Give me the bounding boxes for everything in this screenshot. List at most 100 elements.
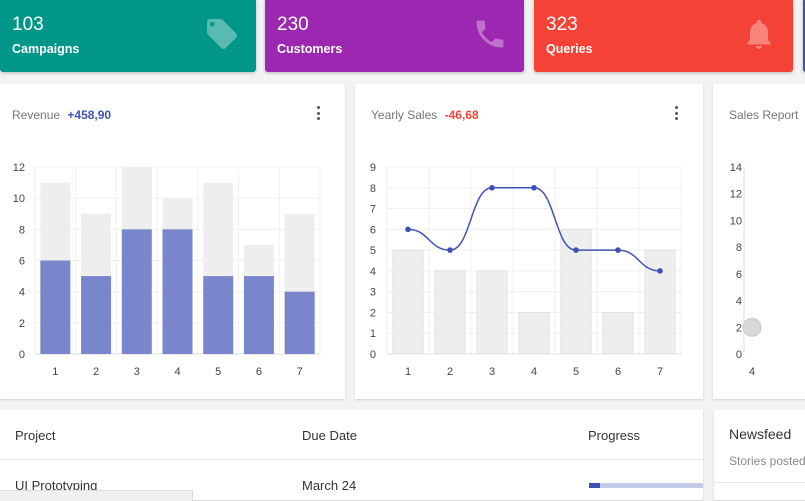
bar-value	[476, 270, 508, 355]
y-tick-label: 3	[370, 287, 376, 299]
x-tick-label: 1	[405, 366, 411, 378]
y-tick-label: 2	[370, 307, 376, 319]
newsfeed-card: Newsfeed Stories posted	[714, 410, 805, 500]
y-tick-label: 1	[370, 328, 376, 340]
bar-value	[644, 249, 676, 355]
phone-icon	[476, 20, 504, 48]
more-vert-icon[interactable]	[317, 106, 321, 123]
y-tick-label: 4	[736, 296, 742, 308]
stat-label: Campaigns	[12, 42, 80, 56]
column-header-project[interactable]: Project	[15, 428, 56, 443]
column-header-progress[interactable]: Progress	[588, 428, 641, 443]
x-tick-label: 4	[749, 366, 755, 378]
x-tick-label: 7	[297, 366, 303, 378]
y-tick-label: 5	[370, 245, 376, 257]
bar-value	[162, 229, 193, 354]
bar-value	[203, 276, 234, 354]
revenue-delta: +458,90	[67, 108, 112, 122]
horizontal-scrollbar[interactable]	[0, 490, 193, 501]
stat-label: Queries	[546, 42, 593, 56]
bar-value	[602, 311, 634, 355]
x-tick-label: 1	[52, 366, 58, 378]
stat-label: Customers	[277, 42, 343, 56]
card-header: Revenue +458,90	[12, 108, 111, 122]
y-tick-label: 2	[736, 322, 742, 334]
y-tick-label: 4	[19, 287, 25, 299]
sales-report-card: Sales Report 0 2 4 6 8 10 12 14 4	[713, 84, 805, 399]
y-tick-label: 0	[19, 349, 25, 361]
bar-value	[284, 291, 315, 354]
x-tick-label: 7	[657, 366, 663, 378]
y-tick-label: 10	[730, 215, 742, 227]
y-tick-label: 6	[19, 256, 25, 268]
stat-card-campaigns[interactable]: 103 Campaigns	[0, 0, 256, 72]
line-point	[615, 247, 621, 253]
y-tick-label: 14	[730, 162, 742, 174]
y-tick-label: 8	[370, 183, 376, 195]
newsfeed-subtitle: Stories posted	[729, 454, 805, 468]
x-tick-label: 4	[174, 366, 180, 378]
card-title: Revenue	[12, 108, 61, 122]
newsfeed-title: Newsfeed	[729, 426, 792, 442]
line-point	[531, 184, 537, 191]
column-header-due-date[interactable]: Due Date	[302, 428, 357, 443]
y-tick-label: 0	[370, 349, 376, 361]
stat-card-customers[interactable]: 230 Customers	[265, 0, 524, 72]
card-title: Yearly Sales	[371, 108, 438, 122]
sales-report-chart: 0 2 4 6 8 10 12 14 4	[730, 162, 762, 378]
scatter-point	[742, 317, 762, 337]
stat-card-partial[interactable]	[803, 0, 805, 72]
progress-fill	[589, 483, 601, 488]
bell-icon	[747, 19, 771, 49]
bar-value	[392, 249, 424, 355]
bar-value	[518, 311, 550, 355]
bar-value	[121, 229, 152, 354]
x-tick-label: 6	[615, 366, 621, 378]
stat-value: 323	[546, 14, 578, 35]
x-tick-label: 3	[134, 366, 140, 378]
line-point	[405, 226, 411, 233]
y-tick-label: 8	[736, 242, 742, 254]
x-tick-label: 3	[489, 366, 495, 378]
card-title: Sales Report	[729, 108, 799, 122]
x-tick-label: 6	[256, 366, 262, 378]
y-tick-label: 10	[13, 193, 25, 205]
line-point	[657, 268, 663, 274]
card-header: Sales Report	[729, 108, 798, 122]
line-point	[447, 247, 453, 253]
tag-icon	[207, 19, 237, 49]
x-tick-label: 4	[531, 366, 537, 378]
stat-value: 230	[277, 14, 309, 35]
revenue-card: Revenue +458,90 0 2 4 6 8 10 12 1 2 3 4 5 6 7	[0, 84, 345, 399]
y-tick-label: 6	[736, 269, 742, 281]
y-tick-label: 12	[13, 162, 25, 174]
line-point	[489, 184, 495, 191]
y-tick-label: 9	[370, 162, 376, 174]
y-tick-label: 12	[730, 189, 742, 201]
divider	[714, 482, 805, 483]
bar-value	[243, 276, 274, 354]
x-tick-label: 2	[447, 366, 453, 378]
stat-card-queries[interactable]: 323 Queries	[534, 0, 793, 72]
y-tick-label: 6	[370, 224, 376, 236]
yearly-sales-chart: 0 1 2 3 4 5 6 7 8 9 1 2 3 4 5 6 7	[370, 162, 682, 378]
bar-value	[434, 270, 466, 355]
cell-project[interactable]: UI Prototyping	[15, 478, 98, 493]
bar-value	[40, 260, 71, 354]
y-tick-label: 2	[19, 318, 25, 330]
stat-value: 103	[12, 14, 44, 35]
line-point	[573, 247, 579, 253]
more-vert-icon[interactable]	[675, 106, 679, 123]
y-tick-label: 4	[370, 266, 376, 278]
table-divider	[0, 459, 703, 460]
progress-bar	[589, 483, 703, 488]
projects-table: Project Due Date Progress	[0, 410, 703, 500]
x-tick-label: 5	[215, 366, 221, 378]
x-tick-label: 5	[573, 366, 579, 378]
yearly-sales-card: Yearly Sales -46,68 0 1 2 3 4 5 6 7 8 9 1 2 3 4 5 6 7	[355, 84, 703, 399]
x-tick-label: 2	[93, 366, 99, 378]
card-header: Yearly Sales -46,68	[371, 108, 479, 122]
y-tick-label: 0	[736, 349, 742, 361]
yearly-delta: -46,68	[444, 108, 479, 122]
